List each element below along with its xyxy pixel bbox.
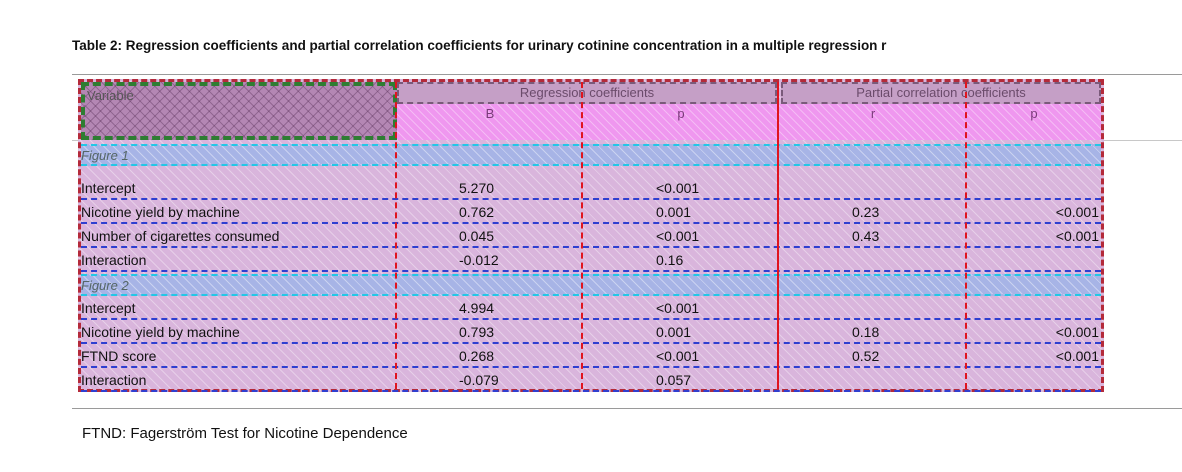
row-label: Intercept: [81, 300, 136, 316]
header-partial-group: Partial correlation coefficients: [781, 82, 1101, 104]
partial-p: <0.001: [1055, 324, 1099, 340]
coef-b: 5.270: [459, 180, 495, 196]
regression-table: Variable Regression coefficients Partial…: [78, 79, 1104, 392]
table-row: Interaction -0.079 0.057: [81, 370, 1101, 392]
row-label: Nicotine yield by machine: [81, 324, 240, 340]
coef-p: <0.001: [656, 180, 700, 196]
table-row: Nicotine yield by machine 0.762 0.001 0.23 <…: [81, 202, 1101, 224]
coef-b: 0.793: [459, 324, 495, 340]
coef-b: 0.762: [459, 204, 495, 220]
row-label: Interaction: [81, 372, 147, 388]
row-label: Nicotine yield by machine: [81, 204, 240, 220]
column-divider: [965, 82, 967, 389]
coef-p: <0.001: [656, 228, 700, 244]
partial-p: <0.001: [1055, 348, 1099, 364]
column-divider: [395, 82, 397, 389]
section-row: Figure 2: [81, 274, 1101, 296]
coef-p: 0.057: [656, 372, 692, 388]
header-p1: p: [583, 104, 779, 140]
table-caption: Table 2: Regression coefficients and par…: [72, 38, 887, 53]
header-b: B: [397, 104, 583, 140]
row-label: Interaction: [81, 252, 147, 268]
table-row: Number of cigarettes consumed 0.045 <0.001…: [81, 226, 1101, 248]
coef-p: <0.001: [656, 348, 700, 364]
table-row: Intercept 4.994 <0.001: [81, 298, 1101, 320]
table-row: Interaction -0.012 0.16: [81, 250, 1101, 272]
partial-p: <0.001: [1055, 204, 1099, 220]
coef-p: 0.001: [656, 204, 692, 220]
coef-p: <0.001: [656, 300, 700, 316]
row-label: Number of cigarettes consumed: [81, 228, 280, 244]
partial-r: 0.43: [852, 228, 880, 244]
top-rule: [72, 74, 1182, 75]
table-footnote: FTND: Fagerström Test for Nicotine Depen…: [82, 425, 408, 442]
coef-b: 4.994: [459, 300, 495, 316]
partial-r: 0.52: [852, 348, 880, 364]
header-p2: p: [967, 104, 1101, 140]
section-row: Figure 1: [81, 144, 1101, 166]
coef-b: 0.045: [459, 228, 495, 244]
coef-p: 0.16: [656, 252, 684, 268]
section-title: Figure 2: [81, 278, 129, 293]
partial-p: <0.001: [1055, 228, 1099, 244]
header-variable-label: Variable: [87, 88, 134, 103]
section-title: Figure 1: [81, 148, 129, 163]
partial-r: 0.18: [852, 324, 880, 340]
column-divider: [777, 82, 779, 389]
bottom-rule: [72, 408, 1182, 409]
header-regression-group: Regression coefficients: [397, 82, 777, 104]
header-r: r: [779, 104, 967, 140]
header-variable: Variable: [81, 82, 397, 140]
table-row: Intercept 5.270 <0.001: [81, 178, 1101, 200]
coef-b: -0.012: [459, 252, 499, 268]
coef-b: 0.268: [459, 348, 495, 364]
table-row: Nicotine yield by machine 0.793 0.001 0.18 <…: [81, 322, 1101, 344]
partial-r: 0.23: [852, 204, 880, 220]
coef-p: 0.001: [656, 324, 692, 340]
row-label: Intercept: [81, 180, 136, 196]
row-label: FTND score: [81, 348, 157, 364]
coef-b: -0.079: [459, 372, 499, 388]
table-row: FTND score 0.268 <0.001 0.52 <0.001: [81, 346, 1101, 368]
column-divider: [581, 82, 583, 389]
